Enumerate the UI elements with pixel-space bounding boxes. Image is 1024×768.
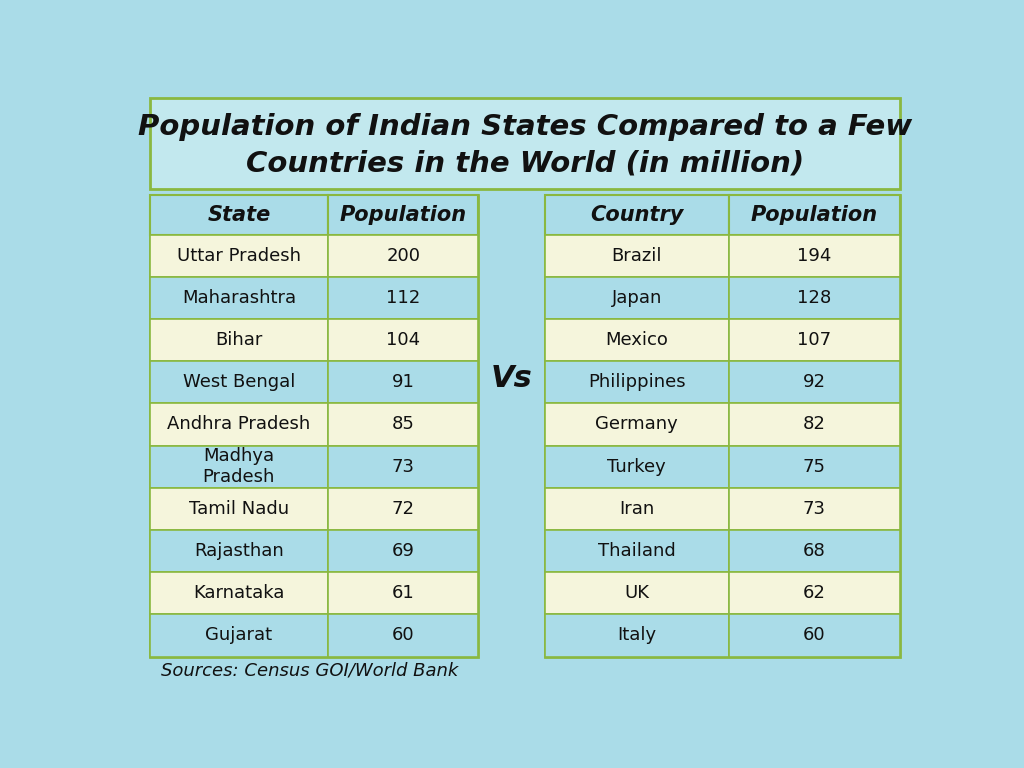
Text: 72: 72 [391, 500, 415, 518]
Bar [150, 361, 328, 403]
Bar [545, 319, 729, 361]
Text: 69: 69 [392, 542, 415, 560]
Bar [328, 488, 478, 530]
Bar [545, 530, 729, 572]
Bar [545, 614, 729, 657]
Text: Maharashtra: Maharashtra [182, 289, 296, 307]
Bar [150, 572, 328, 614]
Bar [150, 194, 478, 657]
Text: 112: 112 [386, 289, 420, 307]
Bar [729, 194, 900, 234]
Text: 60: 60 [803, 627, 825, 644]
Bar [729, 530, 900, 572]
Bar [729, 572, 900, 614]
Text: Italy: Italy [617, 627, 656, 644]
Bar [150, 319, 328, 361]
Text: 82: 82 [803, 415, 825, 433]
Text: Andhra Pradesh: Andhra Pradesh [167, 415, 310, 433]
Bar [328, 319, 478, 361]
Text: Iran: Iran [620, 500, 654, 518]
Bar [328, 234, 478, 276]
Bar [545, 403, 729, 445]
Bar [729, 614, 900, 657]
Text: Countries in the World (in million): Countries in the World (in million) [246, 150, 804, 177]
Text: 85: 85 [392, 415, 415, 433]
Bar [328, 403, 478, 445]
Bar [729, 361, 900, 403]
Bar [150, 98, 900, 189]
Bar [729, 445, 900, 488]
Text: Turkey: Turkey [607, 458, 667, 475]
Bar [545, 361, 729, 403]
Bar [150, 234, 328, 276]
Text: 107: 107 [798, 331, 831, 349]
Text: 104: 104 [386, 331, 420, 349]
Bar [328, 361, 478, 403]
Text: 92: 92 [803, 373, 825, 391]
Bar [328, 614, 478, 657]
Bar [729, 403, 900, 445]
Bar [545, 234, 729, 276]
Text: 61: 61 [392, 584, 415, 602]
Text: Country: Country [590, 204, 683, 224]
Text: 75: 75 [803, 458, 825, 475]
Bar [729, 276, 900, 319]
Bar [729, 319, 900, 361]
Bar [545, 488, 729, 530]
Text: Brazil: Brazil [611, 247, 663, 265]
Text: Uttar Pradesh: Uttar Pradesh [177, 247, 301, 265]
Bar [328, 445, 478, 488]
Bar [729, 488, 900, 530]
Bar [150, 530, 328, 572]
Bar [328, 276, 478, 319]
Bar [545, 572, 729, 614]
Bar [328, 194, 478, 234]
Text: West Bengal: West Bengal [182, 373, 295, 391]
Text: UK: UK [625, 584, 649, 602]
Text: Bihar: Bihar [215, 331, 262, 349]
Bar [150, 403, 328, 445]
Text: 73: 73 [803, 500, 825, 518]
Text: Population of Indian States Compared to a Few: Population of Indian States Compared to … [138, 114, 911, 141]
Bar [545, 194, 729, 234]
Text: Population: Population [340, 204, 467, 224]
Text: 60: 60 [392, 627, 415, 644]
Text: Sources: Census GOI/World Bank: Sources: Census GOI/World Bank [161, 661, 458, 680]
Text: Germany: Germany [595, 415, 678, 433]
Text: Mexico: Mexico [605, 331, 669, 349]
Text: Thailand: Thailand [598, 542, 676, 560]
Bar [150, 614, 328, 657]
Bar [729, 234, 900, 276]
Bar [150, 488, 328, 530]
Text: Tamil Nadu: Tamil Nadu [188, 500, 289, 518]
Text: Karnataka: Karnataka [194, 584, 285, 602]
Text: 91: 91 [392, 373, 415, 391]
Text: Madhya
Pradesh: Madhya Pradesh [203, 447, 275, 486]
Bar [150, 194, 328, 234]
Text: Philippines: Philippines [588, 373, 686, 391]
Text: 200: 200 [386, 247, 420, 265]
Bar [328, 572, 478, 614]
Text: State: State [207, 204, 270, 224]
Text: Japan: Japan [611, 289, 662, 307]
Bar [545, 445, 729, 488]
Text: Population: Population [751, 204, 878, 224]
Text: 68: 68 [803, 542, 825, 560]
Text: 128: 128 [797, 289, 831, 307]
Text: Vs: Vs [490, 363, 532, 392]
Text: 73: 73 [391, 458, 415, 475]
Text: Rajasthan: Rajasthan [194, 542, 284, 560]
Text: 194: 194 [797, 247, 831, 265]
Bar [150, 445, 328, 488]
Text: 62: 62 [803, 584, 825, 602]
Bar [545, 276, 729, 319]
Bar [328, 530, 478, 572]
Bar [150, 276, 328, 319]
Bar [545, 194, 900, 657]
Text: Gujarat: Gujarat [205, 627, 272, 644]
